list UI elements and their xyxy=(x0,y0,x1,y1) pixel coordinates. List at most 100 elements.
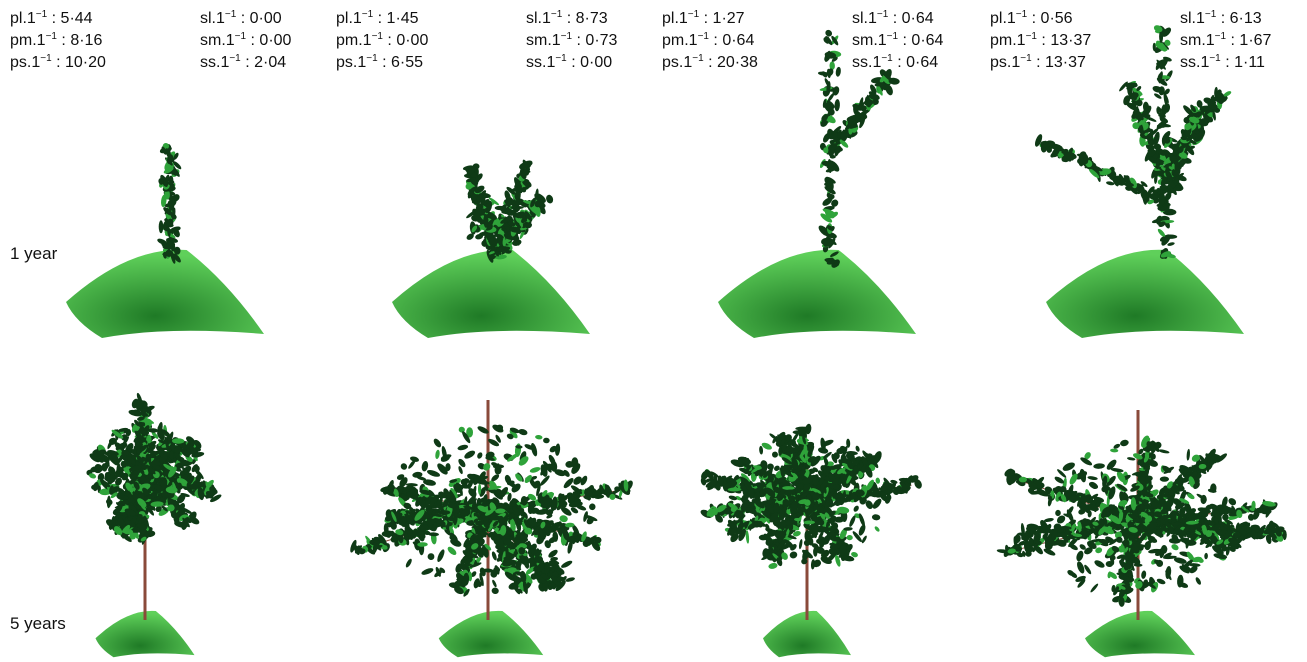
param-sm: sm.1−1 : 0·64 xyxy=(852,30,943,52)
param-label: sl.1 xyxy=(526,10,551,27)
param-pm: pm.1−1 : 0·64 xyxy=(662,30,754,52)
param-pl: pl.1−1 : 1·27 xyxy=(662,8,745,30)
param-value: 0·64 xyxy=(722,32,755,49)
param-label: sm.1 xyxy=(526,32,561,49)
parameter-block: pl.1−1 : 1·45 sl.1−1 : 8·73 pm.1−1 : 0·00 s… xyxy=(336,8,646,74)
param-pm: pm.1−1 : 8·16 xyxy=(10,30,102,52)
param-exponent: −1 xyxy=(224,9,237,20)
param-label: ss.1 xyxy=(526,54,556,71)
param-label: ps.1 xyxy=(336,54,367,71)
param-exponent: −1 xyxy=(886,31,899,42)
panel-1: pl.1−1 : 5·44 sl.1−1 : 0·00 pm.1−1 : 8·16 s… xyxy=(0,0,326,662)
param-label: sm.1 xyxy=(200,32,235,49)
param-value: 20·38 xyxy=(717,54,758,71)
param-sm: sm.1−1 : 0·73 xyxy=(526,30,617,52)
param-exponent: −1 xyxy=(1020,53,1032,64)
row-label-5-years: 5 years xyxy=(10,614,66,633)
row-label-1-year: 1 year xyxy=(10,244,58,263)
param-sl: sl.1−1 : 0·00 xyxy=(200,8,282,30)
param-sl: sl.1−1 : 6·13 xyxy=(1180,8,1262,30)
plant-illustration xyxy=(66,142,264,658)
param-pl: pl.1−1 : 0·56 xyxy=(990,8,1073,30)
plant-1-year xyxy=(392,159,590,338)
param-value: 1·67 xyxy=(1239,32,1272,49)
param-value: 6·13 xyxy=(1229,10,1262,27)
param-pl: pl.1−1 : 1·45 xyxy=(336,8,419,30)
param-exponent: −1 xyxy=(229,53,241,64)
param-value: 0·64 xyxy=(906,54,939,71)
param-label: ss.1 xyxy=(200,54,230,71)
param-value: 0·00 xyxy=(249,10,282,27)
param-exponent: −1 xyxy=(550,9,563,20)
param-exponent: −1 xyxy=(692,53,704,64)
param-exponent: −1 xyxy=(1015,9,1028,20)
plant-5-years xyxy=(996,410,1287,658)
param-value: 1·45 xyxy=(386,10,419,27)
param-label: sm.1 xyxy=(852,32,887,49)
param-label: ps.1 xyxy=(10,54,41,71)
param-label: pl.1 xyxy=(10,10,36,27)
param-value: 1·11 xyxy=(1234,54,1265,71)
param-exponent: −1 xyxy=(366,53,378,64)
panel-2: pl.1−1 : 1·45 sl.1−1 : 8·73 pm.1−1 : 0·00 s… xyxy=(326,0,652,662)
param-exponent: −1 xyxy=(45,31,57,42)
plant-1-year xyxy=(1034,25,1244,338)
param-value: 0·00 xyxy=(580,54,613,71)
param-value: 8·16 xyxy=(70,32,103,49)
plant-1-year xyxy=(66,142,264,338)
param-exponent: −1 xyxy=(687,9,700,20)
plant-illustration xyxy=(996,25,1287,658)
param-value: 8·73 xyxy=(575,10,608,27)
param-value: 10·20 xyxy=(65,54,106,71)
param-exponent: −1 xyxy=(234,31,247,42)
param-label: pm.1 xyxy=(10,32,46,49)
param-value: 0·56 xyxy=(1040,10,1073,27)
param-value: 13·37 xyxy=(1045,54,1086,71)
param-ss: ss.1−1 : 0·64 xyxy=(852,52,938,74)
param-ss: ss.1−1 : 1·11 xyxy=(1180,52,1265,74)
param-exponent: −1 xyxy=(40,53,52,64)
param-pm: pm.1−1 : 13·37 xyxy=(990,30,1091,52)
plant-5-years xyxy=(700,423,922,658)
param-value: 0·00 xyxy=(396,32,429,49)
param-label: pm.1 xyxy=(336,32,372,49)
panel-3: pl.1−1 : 1·27 sl.1−1 : 0·64 pm.1−1 : 0·64 s… xyxy=(652,0,978,662)
plant-5-years xyxy=(86,392,222,658)
param-exponent: −1 xyxy=(1025,31,1037,42)
parameter-block: pl.1−1 : 1·27 sl.1−1 : 0·64 pm.1−1 : 0·64 s… xyxy=(662,8,972,74)
param-pm: pm.1−1 : 0·00 xyxy=(336,30,428,52)
param-label: sl.1 xyxy=(200,10,225,27)
param-exponent: −1 xyxy=(876,9,889,20)
param-label: pl.1 xyxy=(662,10,688,27)
param-exponent: −1 xyxy=(555,53,567,64)
param-exponent: −1 xyxy=(1214,31,1227,42)
param-ps: ps.1−1 : 6·55 xyxy=(336,52,423,74)
param-label: ps.1 xyxy=(662,54,693,71)
param-label: ps.1 xyxy=(990,54,1021,71)
param-exponent: −1 xyxy=(35,9,48,20)
plant-5-years xyxy=(350,400,633,658)
param-value: 5·44 xyxy=(60,10,93,27)
param-value: 1·27 xyxy=(712,10,745,27)
param-label: pl.1 xyxy=(990,10,1016,27)
param-ss: ss.1−1 : 2·04 xyxy=(200,52,286,74)
parameter-block: pl.1−1 : 0·56 sl.1−1 : 6·13 pm.1−1 : 13·37… xyxy=(990,8,1300,74)
param-label: pm.1 xyxy=(990,32,1026,49)
param-label: sl.1 xyxy=(852,10,877,27)
panel-4: pl.1−1 : 0·56 sl.1−1 : 6·13 pm.1−1 : 13·37… xyxy=(980,0,1306,662)
plant-illustration xyxy=(350,159,633,658)
param-ps: ps.1−1 : 10·20 xyxy=(10,52,106,74)
param-value: 0·73 xyxy=(585,32,618,49)
param-exponent: −1 xyxy=(697,31,709,42)
plant-1-year xyxy=(718,29,916,338)
param-exponent: −1 xyxy=(560,31,573,42)
param-sl: sl.1−1 : 0·64 xyxy=(852,8,934,30)
param-exponent: −1 xyxy=(881,53,893,64)
param-label: ss.1 xyxy=(852,54,882,71)
param-label: pl.1 xyxy=(336,10,362,27)
param-value: 0·64 xyxy=(911,32,944,49)
param-value: 2·04 xyxy=(254,54,287,71)
param-exponent: −1 xyxy=(361,9,374,20)
plant-illustration xyxy=(700,29,922,658)
param-ps: ps.1−1 : 13·37 xyxy=(990,52,1086,74)
